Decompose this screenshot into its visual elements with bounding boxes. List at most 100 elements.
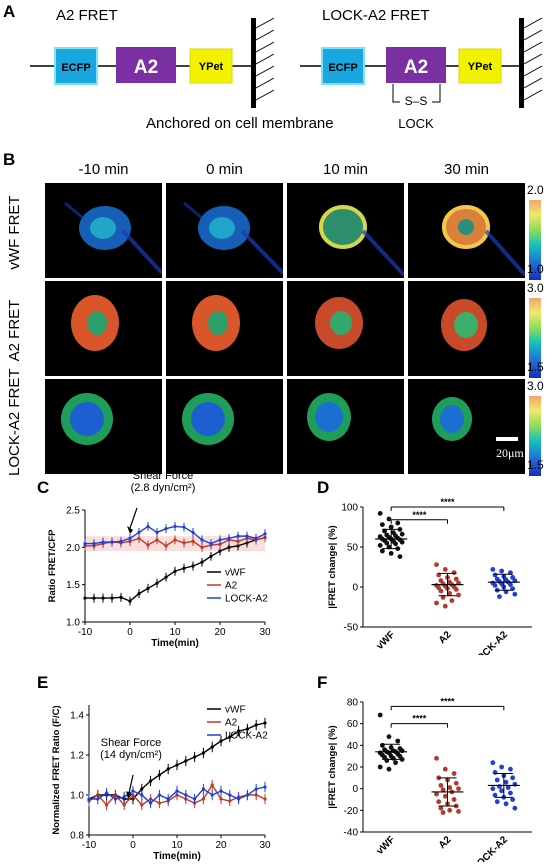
a2-label-2: A2: [404, 57, 428, 78]
y-axis-title: |FRET change| (%): [327, 525, 338, 608]
data-point: [228, 735, 232, 739]
data-point: [140, 787, 144, 791]
x-axis-title: Time(min): [153, 851, 201, 862]
y-tick-label: 0: [352, 583, 358, 594]
ypet-box-2: [458, 48, 502, 84]
x-category-label: LOCK-A2: [471, 629, 511, 655]
data-dot: [399, 757, 405, 762]
data-point: [219, 789, 223, 793]
data-dot: [503, 801, 509, 807]
data-dot: [386, 766, 392, 772]
data-dot: [379, 522, 385, 527]
data-point: [191, 539, 195, 543]
micrograph-a2-0: [166, 281, 283, 376]
colorbar-vwf-max: 2.0: [527, 183, 544, 197]
panel-a-diagram: A2 FRET ECFP A2 YPet LOCK-A2 FRET ECFP A…: [30, 7, 543, 132]
data-dot: [384, 758, 390, 763]
legend-label: LOCK-A2: [225, 594, 268, 605]
data-dot: [503, 779, 509, 785]
panel-c-annotation: Shear Force (2.8 dyn/cm²): [108, 470, 218, 494]
data-dot: [434, 791, 439, 797]
data-point: [164, 575, 168, 579]
data-dot: [451, 797, 457, 802]
colorbar-lock: [529, 396, 541, 476]
data-point: [155, 538, 159, 542]
data-dot: [386, 734, 392, 740]
data-point: [245, 727, 249, 731]
data-dot: [512, 805, 518, 811]
x-category-label: vWF: [375, 629, 398, 652]
data-point: [173, 569, 177, 573]
data-point: [200, 538, 204, 542]
data-dot: [377, 511, 383, 516]
data-point: [122, 795, 126, 799]
data-dot: [505, 785, 511, 790]
time-label-1: -10 min: [78, 161, 129, 178]
data-point: [146, 586, 150, 590]
x-category-label: vWF: [375, 834, 398, 857]
data-dot: [388, 524, 394, 530]
panel-e-annotation-line2: (14 dyn/cm²): [100, 749, 162, 761]
data-dot: [438, 783, 444, 788]
data-point: [175, 763, 179, 767]
data-point: [191, 564, 195, 568]
shear-arrowhead-e: [126, 791, 132, 799]
data-dot: [434, 755, 439, 761]
chart-d: -50 0 50 100 vWF A2 LOCK-A2 |FRET change| (%) **…: [327, 497, 532, 655]
data-dot: [440, 787, 446, 793]
data-dot: [510, 775, 516, 781]
x-category-label: A2: [437, 834, 454, 851]
data-dot: [456, 592, 461, 598]
data-point: [254, 793, 258, 797]
data-dot: [395, 738, 401, 744]
data-dot: [499, 788, 505, 794]
data-point: [105, 791, 109, 795]
data-dot: [447, 591, 453, 596]
micrograph-vwf-30: [408, 183, 525, 278]
data-point: [128, 599, 132, 603]
a2-label-1: A2: [134, 57, 158, 78]
ypet-label-1: YPet: [199, 61, 224, 73]
data-point: [193, 755, 197, 759]
legend-label: A2: [225, 581, 238, 592]
data-point: [113, 797, 117, 801]
panel-f-letter: F: [317, 673, 328, 692]
disulfide-label: S–S: [405, 94, 428, 108]
data-dot: [442, 793, 448, 799]
data-point: [254, 723, 258, 727]
micrograph-lock-10: [287, 379, 404, 474]
panel-c-annotation-line1: Shear Force: [132, 470, 194, 482]
data-point: [201, 751, 205, 755]
data-point: [210, 783, 214, 787]
data-dot: [453, 576, 459, 582]
micrograph-a2-30: [408, 281, 525, 376]
y-axis-title: Ratio FRET/CFP: [47, 529, 58, 602]
data-point: [209, 554, 213, 558]
panel-c-annotation-line2: (2.8 dyn/cm²): [130, 482, 196, 494]
data-point: [173, 524, 177, 529]
data-point: [137, 530, 141, 534]
data-point: [218, 538, 222, 542]
y-tick-label: 2.5: [66, 506, 80, 517]
data-point: [184, 759, 188, 763]
data-point: [219, 797, 223, 801]
data-point: [236, 534, 240, 538]
x-tick-label: 30: [259, 840, 271, 851]
data-point: [92, 596, 96, 600]
data-dot: [379, 742, 385, 748]
panel-d-letter: D: [317, 478, 330, 497]
y-tick-label: 0: [352, 784, 358, 795]
data-dot: [393, 541, 398, 547]
data-dot: [508, 582, 513, 587]
data-point: [83, 542, 87, 546]
data-point: [201, 787, 205, 791]
y-tick-label: -20: [344, 806, 359, 817]
colorbar-a2-min: 1.5: [527, 360, 544, 374]
data-point: [96, 797, 100, 801]
x-tick-label: -10: [78, 627, 93, 638]
data-point: [157, 793, 161, 797]
chart-f: -40 -20 0 20 40 60 80 vWF A2 LOCK-A2 |FRET change|…: [327, 696, 532, 862]
micrograph-vwf-m10: [45, 183, 162, 278]
data-dot: [499, 568, 505, 574]
data-point: [110, 596, 114, 600]
